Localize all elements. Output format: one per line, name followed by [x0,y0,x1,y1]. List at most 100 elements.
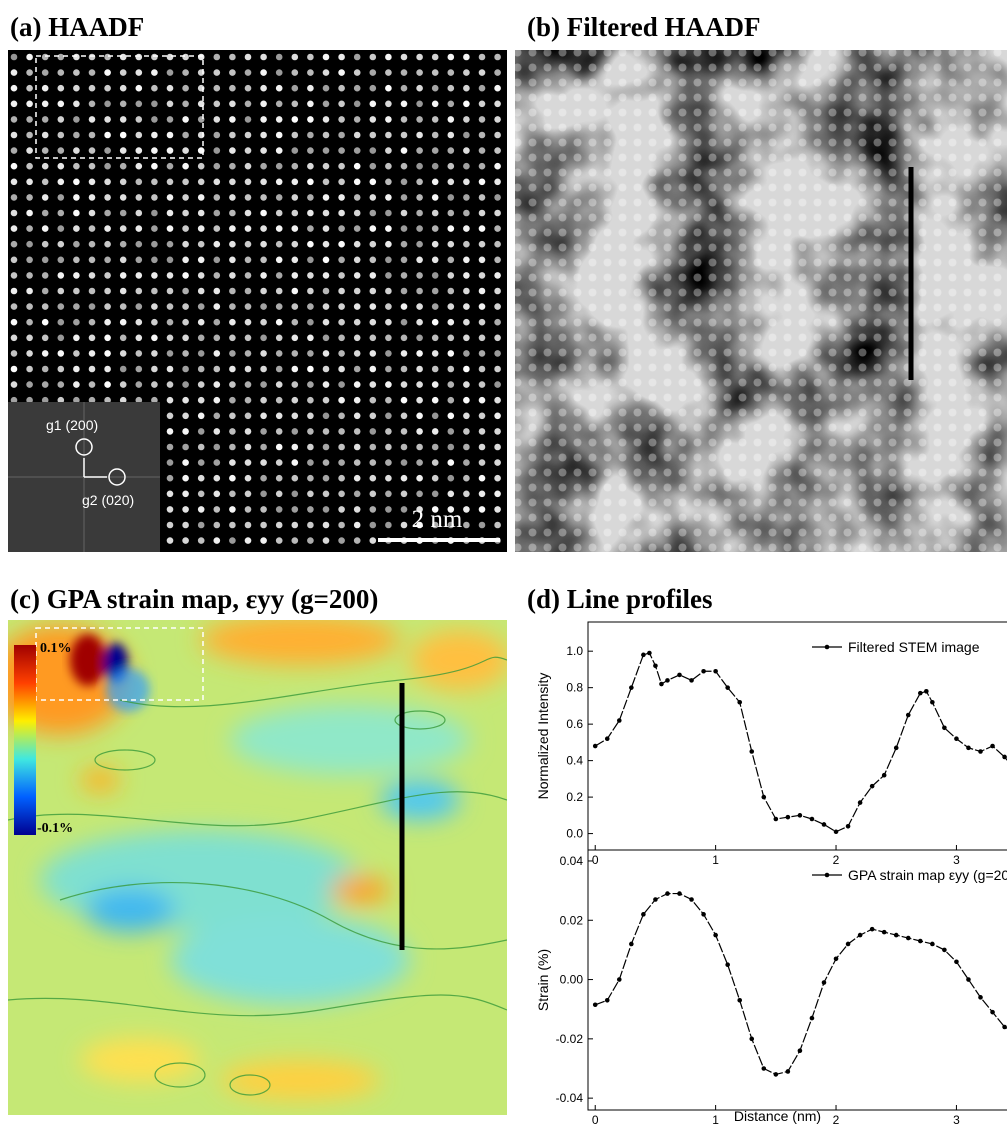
scale-bar-label: 2 nm [412,506,463,533]
y-axis-label: Normalized Intensity [535,673,551,800]
data-point [857,800,863,805]
data-point [942,725,947,731]
data-point [761,794,767,800]
data-point [918,690,923,696]
data-point [845,941,851,947]
data-point [592,1002,598,1008]
data-point [785,814,791,820]
y-tick-label: 0.00 [560,973,584,987]
data-point [641,912,646,917]
data-point [641,652,646,658]
data-point [905,712,911,718]
x-tick-label: 0 [592,853,599,867]
data-point [629,941,634,947]
data-point [665,891,670,896]
inset-label: g2 (020) [82,492,134,508]
legend-marker [824,872,830,878]
legend-marker [824,644,830,650]
panel-title: (a) HAADF [10,12,144,42]
colorbar-label: -0.1% [37,821,73,836]
profile-line [595,892,1007,1076]
data-point [617,977,622,982]
data-point [821,980,827,985]
data-point [677,672,682,678]
data-point [821,822,827,827]
data-point [930,941,935,947]
y-tick-label: 0.6 [566,717,583,731]
data-point [954,959,959,965]
data-point [737,998,743,1003]
data-point [881,929,887,935]
data-point [833,829,839,835]
x-tick-label: 3 [953,853,960,867]
data-point [701,912,706,917]
data-point [797,1048,803,1054]
data-point [978,995,983,1000]
y-tick-label: 0.4 [566,754,583,768]
data-point [725,962,730,968]
data-point [990,743,995,749]
panel-title: (b) Filtered HAADF [527,12,760,42]
data-point [918,938,923,944]
x-tick-label: 2 [833,853,840,867]
data-point [924,689,929,694]
data-point [833,956,839,962]
data-point [773,816,779,822]
y-tick-label: 0.2 [566,790,583,804]
data-point [1002,1024,1007,1030]
data-point [966,745,971,751]
region-box [35,55,204,159]
data-point [659,681,664,687]
y-tick-label: 1.0 [566,644,583,658]
data-point [653,897,658,902]
data-point [617,718,622,723]
data-point [978,749,983,754]
x-tick-label: 1 [712,1113,719,1124]
data-point [737,699,743,705]
data-point [604,998,610,1003]
y-tick-label: -0.04 [556,1091,584,1105]
inset-label: g1 (200) [46,417,98,433]
y-tick-label: 0.8 [566,681,583,695]
data-point [689,897,694,902]
colorbar-label: 0.1% [40,641,72,656]
line-profiles: 0.0 0.2 0.4 0.6 0.8 1.0 0 1 2 3 Normalized Intensi… [535,621,1007,1124]
data-point [665,678,670,683]
data-point [857,932,863,938]
legend-label: GPA strain map εyy (g=200) [848,867,1007,883]
data-point [809,816,815,822]
filtered-image [515,50,1007,552]
y-tick-label: 0.04 [560,854,584,868]
data-point [990,1009,995,1015]
data-point [701,668,706,674]
legend-label: Filtered STEM image [848,639,980,655]
data-point [749,749,755,754]
plot-frame [587,849,1007,1111]
x-tick-label: 0 [592,1113,599,1124]
x-tick-label: 2 [833,1113,840,1124]
data-point [869,926,875,932]
data-point [629,685,634,690]
data-point [797,813,803,818]
data-point [954,736,959,742]
x-tick-label: 3 [953,1113,960,1124]
data-point [653,663,658,669]
panel-title: (c) GPA strain map, εyy (g=200) [10,584,378,614]
data-point [773,1072,779,1077]
data-point [592,743,598,749]
data-point [749,1036,755,1042]
panel-title: (d) Line profiles [527,584,713,614]
data-point [647,650,652,656]
y-axis-label: Strain (%) [535,949,551,1011]
data-point [869,783,875,789]
x-tick-label: 1 [712,853,719,867]
data-point [713,932,718,938]
data-point [893,745,899,751]
y-tick-label: -0.02 [556,1032,584,1046]
fft-inset: g1 (200) g2 (020) [8,402,160,552]
data-point [893,932,899,938]
data-point [604,736,610,742]
data-point [713,668,718,674]
data-point [761,1066,767,1071]
